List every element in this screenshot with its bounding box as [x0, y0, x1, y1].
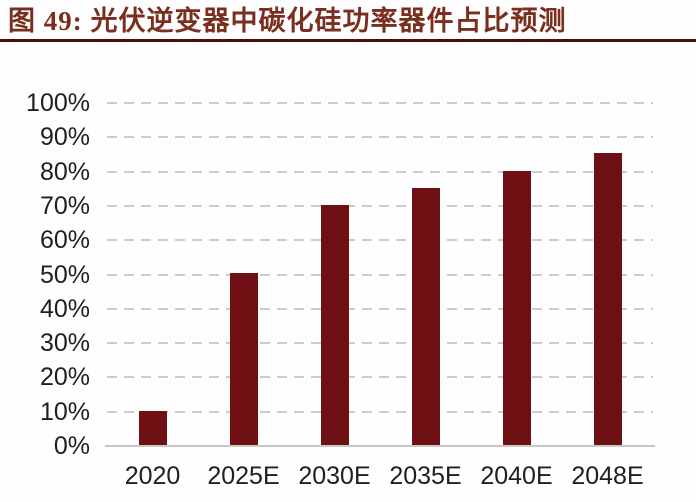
- y-axis-tick-label: 0%: [53, 432, 90, 460]
- title-divider: [0, 39, 696, 42]
- bar-2030E: [321, 205, 349, 445]
- gridline-40: [107, 307, 653, 310]
- gridline-50: [107, 273, 653, 276]
- y-axis-tick-label: 60%: [39, 226, 90, 255]
- x-axis-tick-label: 2020: [124, 462, 181, 490]
- y-axis-tick-label: 10%: [39, 397, 90, 426]
- y-axis-tick-label: 40%: [39, 294, 90, 323]
- gridline-60: [107, 239, 653, 242]
- gridline-10: [107, 410, 653, 413]
- bar-2020: [139, 411, 167, 445]
- x-axis-line: [105, 445, 655, 447]
- gridline-70: [107, 204, 653, 207]
- bar-2035E: [412, 188, 440, 445]
- bar-2048E: [594, 153, 622, 445]
- y-axis-tick-label: 50%: [39, 260, 90, 289]
- figure-title: 图 49: 光伏逆变器中碳化硅功率器件占比预测: [8, 6, 567, 36]
- bar-2025E: [230, 273, 258, 445]
- gridline-30: [107, 342, 653, 345]
- bar-2040E: [503, 171, 531, 445]
- gridline-100: [107, 102, 653, 104]
- x-axis-tick-label: 2030E: [298, 462, 371, 490]
- y-axis-tick-label: 20%: [39, 363, 90, 392]
- x-axis-tick-label: 2035E: [389, 462, 462, 490]
- x-axis-tick-label: 2040E: [480, 462, 553, 490]
- gridline-80: [107, 170, 653, 173]
- y-axis-tick-label: 80%: [39, 157, 90, 186]
- y-axis-tick-label: 90%: [39, 123, 90, 152]
- y-axis-tick-label: 30%: [39, 329, 90, 358]
- x-axis-tick-label: 2025E: [207, 462, 280, 490]
- y-axis-tick-label: 100%: [26, 89, 90, 117]
- y-axis-tick-label: 70%: [39, 191, 90, 220]
- gridline-90: [107, 136, 653, 139]
- x-axis-tick-label: 2048E: [571, 462, 644, 490]
- gridline-20: [107, 376, 653, 379]
- sic-share-bar-chart: 0% 10% 20% 30% 40% 50% 60% 70% 80% 90% 100% 2020 202…: [0, 44, 696, 502]
